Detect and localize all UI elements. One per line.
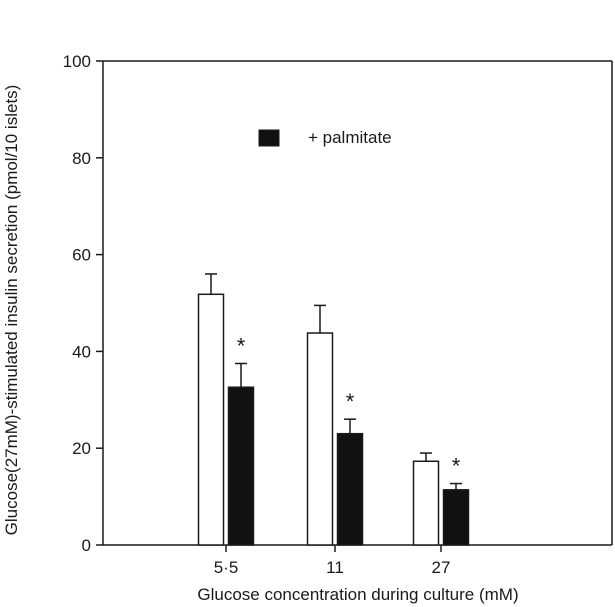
- y-tick-label: 80: [72, 149, 91, 168]
- bar: [412, 460, 440, 546]
- y-tick-label: 60: [72, 246, 91, 265]
- y-axis-label: Glucose(27mM)-stimulated insulin secreti…: [2, 85, 21, 536]
- y-tick-label: 40: [72, 342, 91, 361]
- y-tick-label: 20: [72, 439, 91, 458]
- bars: * * *: [197, 273, 470, 546]
- significance-star: *: [237, 334, 246, 359]
- bar: [442, 489, 470, 546]
- axes: 0 20 40 60 80 100 5·5 11 27: [63, 52, 613, 577]
- x-axis-label: Glucose concentration during culture (mM…: [197, 585, 518, 604]
- legend: + palmitate: [258, 128, 392, 147]
- bar: [306, 332, 334, 546]
- x-tick-label: 5·5: [214, 558, 239, 577]
- significance-star: *: [346, 389, 355, 414]
- y-tick-label: 0: [82, 536, 91, 555]
- bar: [197, 293, 225, 546]
- x-tick-label: 27: [432, 558, 451, 577]
- x-tick-label: 11: [326, 558, 344, 577]
- bar: [227, 386, 255, 546]
- bar: [336, 432, 364, 546]
- legend-swatch-palmitate: [258, 129, 280, 147]
- legend-label-palmitate: + palmitate: [308, 128, 392, 147]
- y-tick-label: 100: [63, 52, 91, 71]
- significance-star: *: [452, 454, 461, 479]
